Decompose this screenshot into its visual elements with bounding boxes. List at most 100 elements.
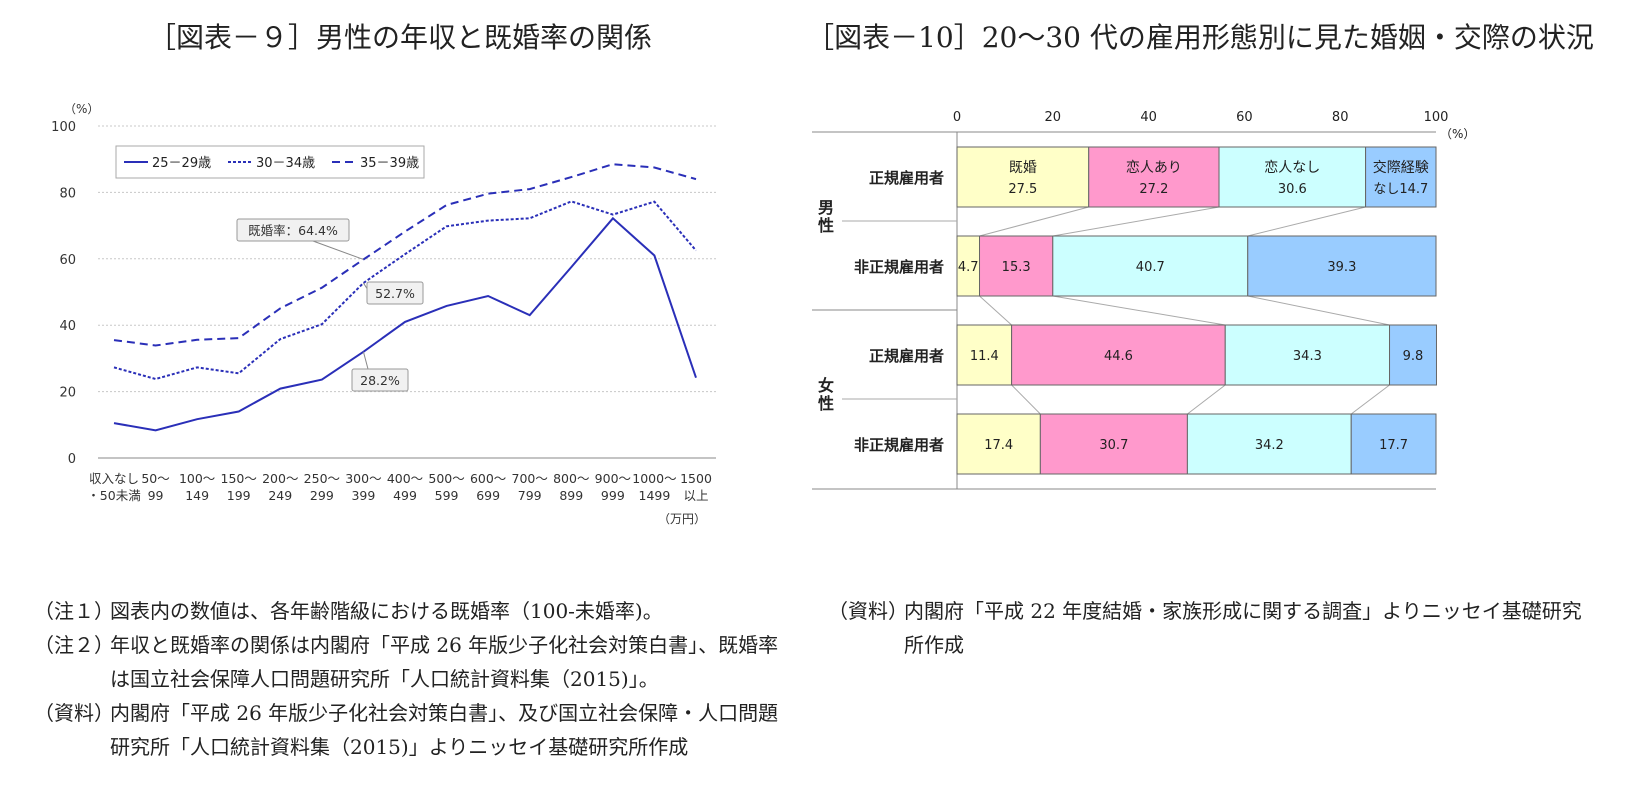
segment-connector	[1052, 206, 1220, 237]
series-line	[113, 216, 697, 432]
bar-segment	[1350, 413, 1437, 475]
legend-label: 35－39歳	[360, 156, 419, 171]
series-line	[113, 200, 697, 381]
bar-segment	[1218, 146, 1367, 208]
segment-label: 17.7	[1379, 438, 1408, 453]
y-tick-label: 80	[59, 186, 76, 201]
x-tick-label: 900～	[595, 471, 631, 486]
x-tick-label: 1499	[639, 488, 671, 503]
segment-label: 27.2	[1139, 182, 1168, 197]
x-tick-label: 999	[601, 488, 625, 503]
callout-box	[236, 218, 350, 242]
x-tick-label: 499	[393, 488, 417, 503]
x-tick-label: 600～	[470, 471, 506, 486]
bar-segment	[1011, 324, 1226, 386]
right-notes: （資料） 内閣府「平成 22 年度結婚・家族形成に関する調査」よりニッセイ基礎研…	[828, 594, 1588, 662]
segment-label: 17.4	[984, 438, 1013, 453]
source-item: （資料） 内閣府「平成 26 年版少子化社会対策白書」、及び国立社会保障・人口問…	[34, 696, 786, 764]
segment-label: 30.7	[1099, 438, 1128, 453]
note-item: （注２） 年収と既婚率の関係は内閣府「平成 26 年版少子化社会対策白書」、既婚…	[34, 628, 786, 696]
x-tick-label: 99	[148, 488, 164, 503]
x-tick-label: 249	[268, 488, 292, 503]
left-chart-title: ［図表－９］男性の年収と既婚率の関係	[147, 21, 652, 54]
bar-segment	[1365, 146, 1437, 208]
bar-segment	[979, 235, 1054, 297]
x-tick-label: 800～	[553, 471, 589, 486]
x-tick-label: 149	[185, 488, 209, 503]
group-label: 男	[818, 198, 834, 217]
right-chart-title: ［図表－10］20～30 代の雇用形態別に見た婚姻・交際の状況	[806, 21, 1594, 54]
callout-box	[366, 281, 424, 305]
legend-label: 25－29歳	[152, 156, 211, 171]
x-tick-label: 599	[435, 488, 459, 503]
row-label: 非正規雇用者	[854, 258, 944, 276]
legend-label: 30－34歳	[256, 156, 315, 171]
x-axis-unit: （万円）	[658, 512, 706, 526]
x-tick-label: 以上	[683, 488, 708, 503]
x-tick-label: 80	[1332, 110, 1349, 125]
x-tick-label: 60	[1236, 110, 1253, 125]
bar-segment	[956, 146, 1090, 208]
source-item: （資料） 内閣府「平成 22 年度結婚・家族形成に関する調査」よりニッセイ基礎研…	[828, 594, 1588, 662]
note-item: （注１） 図表内の数値は、各年齢階級における既婚率（100-未婚率)。	[34, 594, 786, 628]
left-notes: （注１） 図表内の数値は、各年齢階級における既婚率（100-未婚率)。 （注２）…	[34, 594, 786, 764]
x-tick-label: 1500	[680, 471, 712, 486]
x-tick-label: ・50未満	[87, 488, 140, 503]
segment-connector	[1247, 295, 1390, 326]
source-text: 内閣府「平成 22 年度結婚・家族形成に関する調査」よりニッセイ基礎研究所作成	[904, 599, 1582, 657]
segment-connector	[1247, 206, 1366, 237]
segment-label: 恋人あり	[1126, 159, 1182, 176]
x-tick-label: 399	[351, 488, 375, 503]
y-axis-unit: （%）	[64, 102, 99, 116]
x-tick-label: 収入なし	[89, 471, 139, 486]
x-tick-label: 200～	[262, 471, 298, 486]
y-tick-label: 100	[51, 120, 76, 135]
note-text: 年収と既婚率の関係は内閣府「平成 26 年版少子化社会対策白書」、既婚率は国立社…	[110, 633, 779, 691]
bar-segment	[1247, 235, 1437, 297]
segment-label: 40.7	[1136, 260, 1165, 275]
group-label: 性	[818, 394, 834, 413]
bar-segment	[1052, 235, 1249, 297]
segment-label: なし14.7	[1373, 182, 1428, 197]
segment-label: 交際経験	[1373, 159, 1429, 176]
bar-segment	[1186, 413, 1352, 475]
segment-connector	[1350, 384, 1390, 415]
segment-label: 34.3	[1293, 349, 1322, 364]
legend-box	[115, 145, 425, 179]
x-tick-label: 50～	[141, 471, 169, 486]
x-tick-label: 250～	[304, 471, 340, 486]
x-tick-label: 199	[227, 488, 251, 503]
callout-label: 既婚率：64.4%	[248, 223, 338, 238]
segment-label: 15.3	[1002, 260, 1031, 275]
x-tick-label: 100	[1424, 110, 1449, 125]
stacked-bar-chart: 0 20 40 60 80 100（%）男性女性正規雇用者既婚27.5恋人あり27.2恋人…	[812, 110, 1475, 490]
x-tick-label: 300～	[345, 471, 381, 486]
x-tick-label: 40	[1140, 110, 1157, 125]
x-tick-label: 799	[518, 488, 542, 503]
segment-connector	[1187, 384, 1226, 415]
source-text: 内閣府「平成 26 年版少子化社会対策白書」、及び国立社会保障・人口問題研究所「…	[110, 701, 779, 759]
x-tick-label: 0	[953, 110, 961, 125]
callout-label: 52.7%	[375, 286, 415, 301]
group-label: 性	[818, 216, 834, 235]
segment-connector	[1052, 295, 1226, 326]
bar-segment	[1389, 324, 1437, 386]
segment-connector	[979, 206, 1089, 237]
x-tick-label: 20	[1045, 110, 1062, 125]
x-tick-label: 1000～	[632, 471, 676, 486]
x-tick-label: 699	[476, 488, 500, 503]
bar-segment	[1224, 324, 1391, 386]
bar-segment	[956, 413, 1041, 475]
segment-label: 30.6	[1278, 182, 1307, 197]
x-tick-label: 150～	[221, 471, 257, 486]
segment-label: 27.5	[1008, 182, 1037, 197]
x-tick-label: 700～	[512, 471, 548, 486]
segment-connector	[1011, 384, 1041, 415]
row-label: 正規雇用者	[869, 347, 944, 365]
callout-label: 28.2%	[360, 373, 400, 388]
source-label: （資料）	[828, 599, 908, 623]
segment-label: 既婚	[1009, 160, 1037, 176]
note-text: 図表内の数値は、各年齢階級における既婚率（100-未婚率)。	[110, 599, 663, 623]
segment-label: 39.3	[1327, 260, 1356, 275]
